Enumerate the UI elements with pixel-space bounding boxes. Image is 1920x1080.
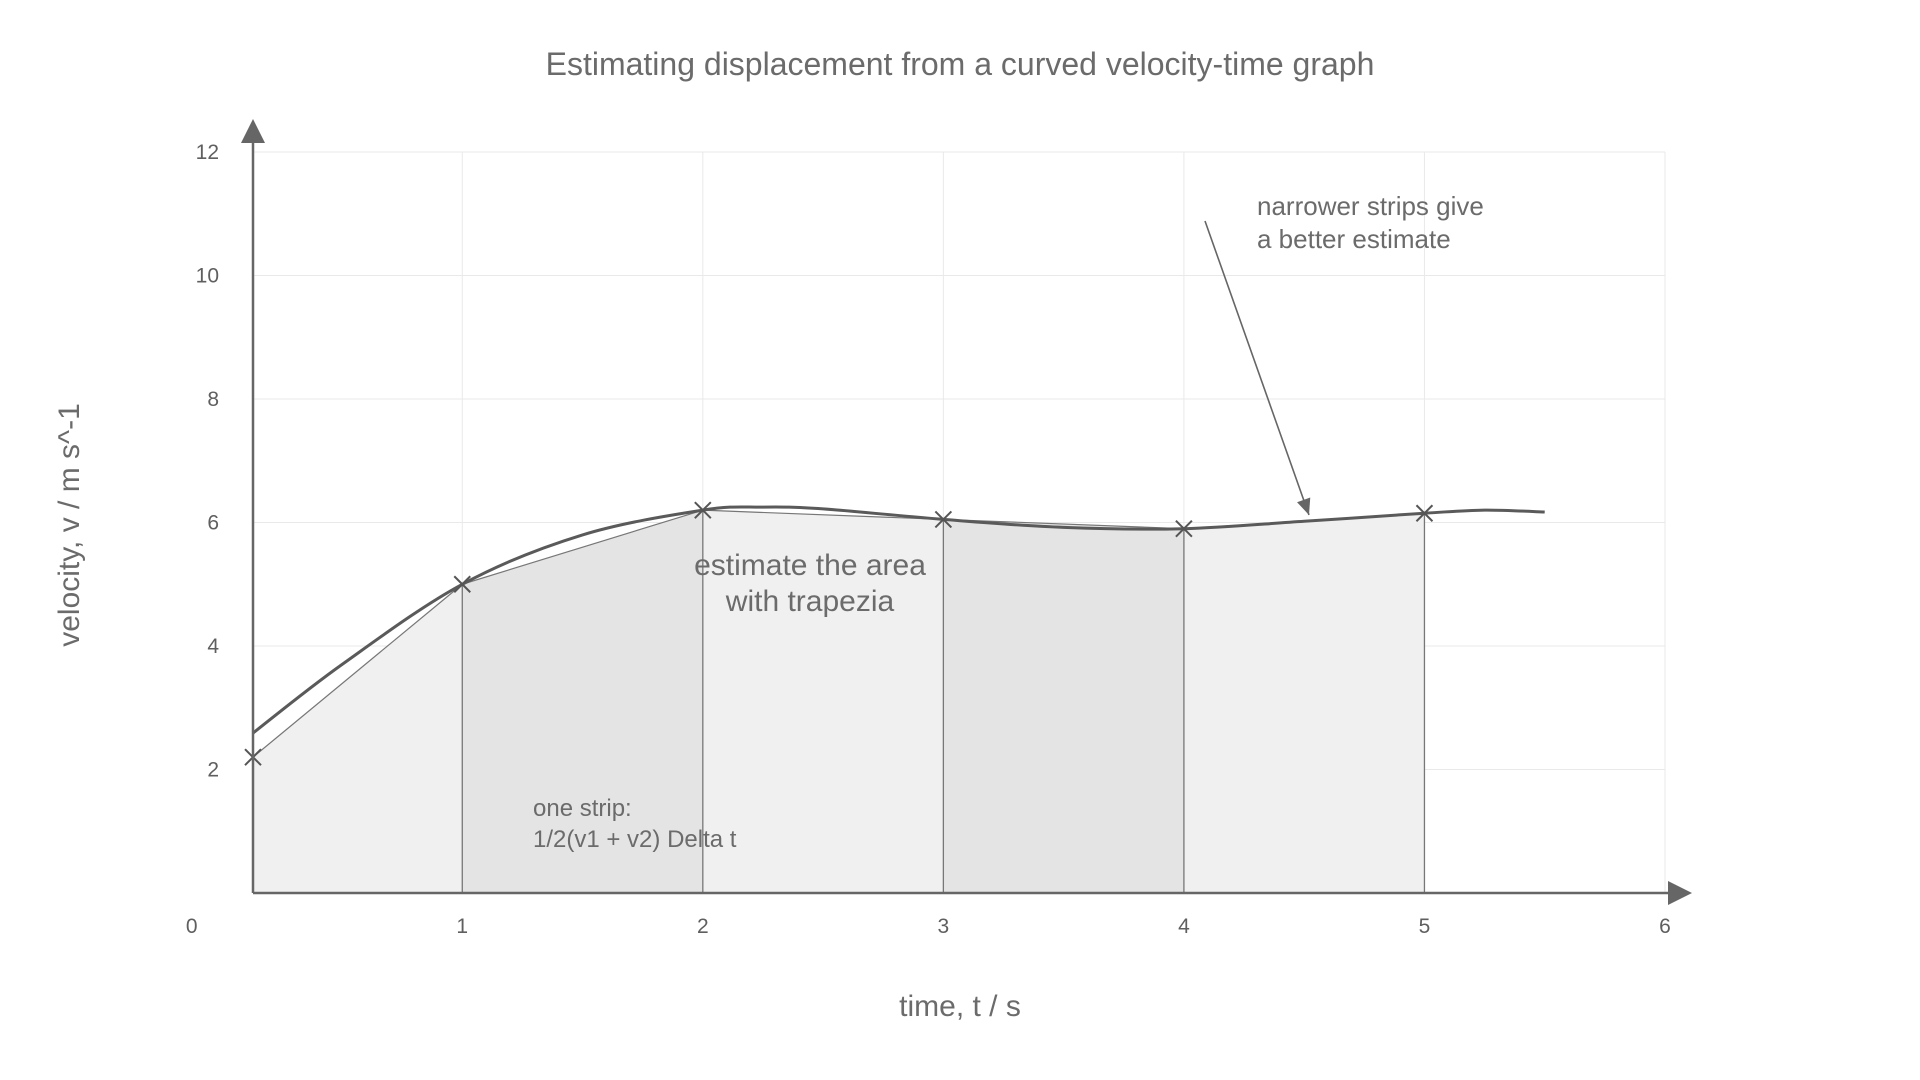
- x-tick-label: 5: [1419, 915, 1431, 938]
- y-axis-arrowhead: [241, 119, 265, 143]
- annotation-narrower-strips: narrower strips give a better estimate: [1257, 190, 1484, 256]
- trapezia-fills: [253, 510, 1425, 893]
- y-tick-label: 12: [196, 141, 219, 164]
- marker-stroke: [1175, 519, 1193, 538]
- annotation-narrow-line1: narrower strips give: [1257, 191, 1484, 221]
- y-tick-label: 2: [207, 759, 219, 782]
- chart-title: Estimating displacement from a curved ve…: [545, 46, 1375, 82]
- y-tick-label: 6: [207, 512, 219, 535]
- y-axis-label: velocity, v / m s^-1: [53, 403, 86, 647]
- annotation-narrow-line2: a better estimate: [1257, 224, 1451, 254]
- marker-stroke: [934, 510, 953, 529]
- strip-boundaries: [461, 510, 1426, 893]
- x-tick-labels: 0 1 2 3 4 5 6: [186, 915, 1671, 938]
- y-tick-label: 8: [207, 388, 219, 411]
- trapezium-strip: [702, 510, 944, 893]
- trapezium-top-chord: [702, 509, 944, 521]
- sample-point-marker: [1415, 504, 1434, 522]
- marker-stroke: [453, 575, 471, 593]
- annotation-arrow-shaft: [1204, 220, 1310, 516]
- y-tick-label: 10: [196, 265, 219, 288]
- sample-point-marker: [694, 501, 712, 519]
- annotation-trapezia-line1: estimate the area: [694, 549, 926, 582]
- sample-point-marker: [1175, 519, 1193, 538]
- marker-stroke: [694, 501, 712, 519]
- sample-point-marker: [934, 510, 953, 529]
- sample-point-marker: [453, 575, 471, 593]
- annotation-trapezia-line2: with trapezia: [725, 585, 895, 618]
- trapezium-top-chord: [252, 583, 463, 758]
- trapezium-top-chord: [943, 518, 1184, 530]
- annotation-strip-line2: 1/2(v1 + v2) Delta t: [533, 826, 737, 853]
- trapezium-strip: [1183, 513, 1425, 893]
- x-tick-label: 0: [186, 915, 198, 938]
- x-axis-arrowhead: [1668, 881, 1692, 905]
- trapezium-strip: [462, 510, 703, 893]
- x-tick-label: 6: [1659, 915, 1671, 938]
- annotation-arrow-head: [1297, 497, 1311, 515]
- y-tick-label: 4: [207, 635, 219, 658]
- trapezium-top-chord: [462, 509, 703, 585]
- annotation-one-strip: one strip: 1/2(v1 + v2) Delta t: [533, 793, 736, 855]
- axes: [241, 119, 1692, 905]
- marker-stroke: [1415, 504, 1434, 522]
- x-tick-label: 3: [938, 915, 950, 938]
- annotation-arrow: [1204, 220, 1311, 516]
- annotation-trapezia: estimate the area with trapezia: [660, 548, 960, 620]
- x-tick-label: 1: [456, 915, 468, 938]
- annotation-strip-line1: one strip:: [533, 795, 632, 822]
- x-axis-label: time, t / s: [899, 990, 1021, 1023]
- x-tick-label: 2: [697, 915, 709, 938]
- x-tick-label: 4: [1178, 915, 1190, 938]
- trapezium-strip: [253, 584, 463, 893]
- trapezium-strip: [943, 519, 1184, 893]
- y-tick-labels: 2 4 6 8 10 12: [196, 141, 220, 782]
